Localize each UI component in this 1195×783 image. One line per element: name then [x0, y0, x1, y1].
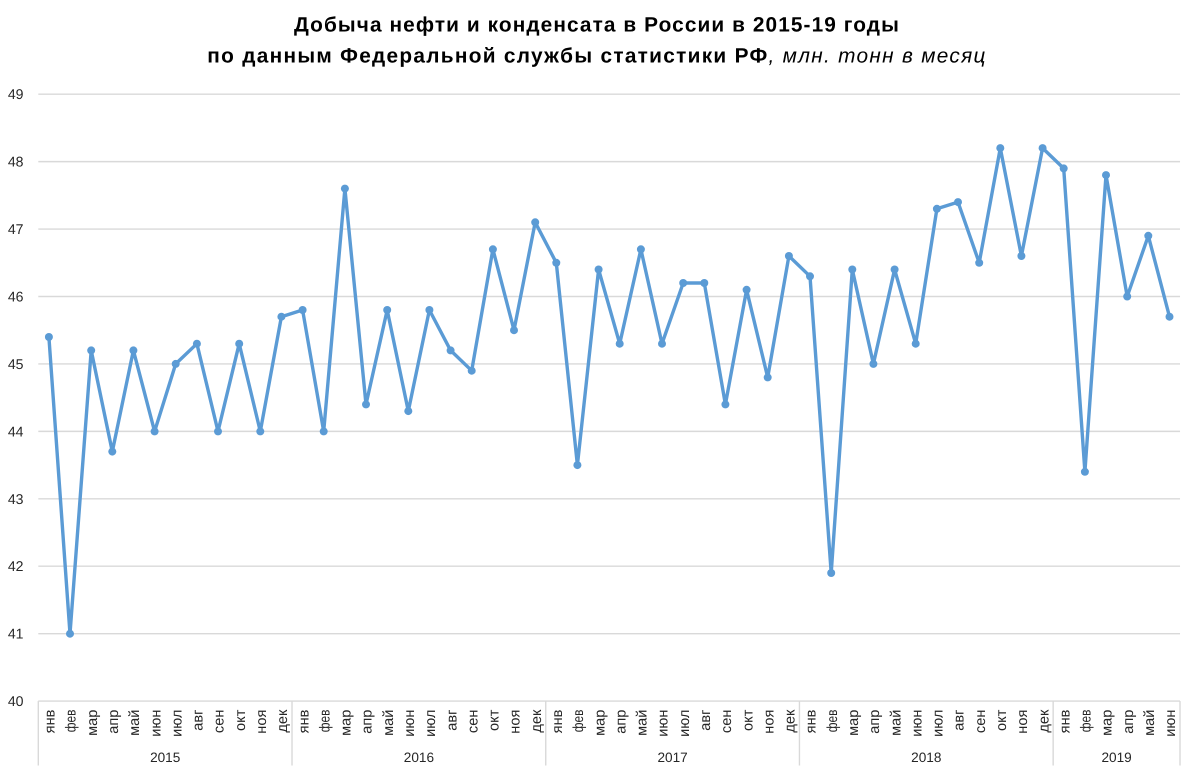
svg-text:июл: июл [931, 710, 947, 737]
svg-text:44: 44 [8, 423, 24, 439]
svg-text:апр: апр [360, 710, 376, 734]
svg-text:ноя: ноя [508, 710, 524, 734]
svg-text:июн: июн [909, 710, 925, 737]
svg-text:40: 40 [8, 693, 24, 709]
svg-text:фев: фев [571, 709, 587, 732]
svg-text:июн: июн [1163, 710, 1179, 737]
svg-text:апр: апр [867, 710, 883, 734]
svg-text:47: 47 [8, 221, 24, 237]
svg-text:авг: авг [952, 710, 968, 731]
svg-text:окт: окт [994, 709, 1010, 731]
svg-text:49: 49 [8, 86, 24, 102]
svg-text:мар: мар [339, 710, 355, 736]
svg-text:42: 42 [8, 558, 24, 574]
svg-text:сен: сен [465, 710, 481, 733]
svg-text:дек: дек [529, 709, 545, 733]
svg-text:июл: июл [169, 710, 185, 737]
svg-text:апр: апр [613, 710, 629, 734]
svg-text:сен: сен [973, 710, 989, 733]
svg-text:апр: апр [1121, 710, 1137, 734]
svg-text:янв: янв [550, 709, 566, 733]
svg-text:48: 48 [8, 154, 24, 170]
svg-text:фев: фев [825, 709, 841, 732]
svg-text:авг: авг [444, 710, 460, 731]
svg-text:май: май [888, 710, 904, 736]
svg-text:сен: сен [719, 710, 735, 733]
svg-text:сен: сен [212, 710, 228, 733]
svg-text:май: май [635, 710, 651, 736]
svg-text:фев: фев [64, 709, 80, 732]
svg-text:дек: дек [1036, 709, 1052, 733]
svg-text:июн: июн [148, 710, 164, 737]
svg-text:окт: окт [740, 709, 756, 731]
svg-text:мар: мар [1100, 710, 1116, 736]
svg-text:2018: 2018 [911, 750, 941, 765]
svg-text:июл: июл [423, 710, 439, 737]
svg-text:2017: 2017 [657, 750, 687, 765]
svg-text:янв: янв [296, 709, 312, 733]
svg-text:фев: фев [1079, 709, 1095, 732]
svg-text:янв: янв [804, 709, 820, 733]
svg-text:2016: 2016 [404, 750, 434, 765]
svg-text:2019: 2019 [1101, 750, 1131, 765]
svg-text:ноя: ноя [761, 710, 777, 734]
svg-text:июл: июл [677, 710, 693, 737]
svg-text:43: 43 [8, 491, 24, 507]
svg-text:май: май [127, 710, 143, 736]
svg-text:мар: мар [85, 710, 101, 736]
svg-text:ноя: ноя [254, 710, 270, 734]
svg-text:мар: мар [846, 710, 862, 736]
svg-text:Добыча нефти и конденсата в Ро: Добыча нефти и конденсата в России в 201… [294, 13, 900, 36]
svg-text:окт: окт [487, 709, 503, 731]
svg-text:2015: 2015 [150, 750, 180, 765]
svg-text:по данным Федеральной службы с: по данным Федеральной службы статистики … [207, 44, 986, 67]
svg-text:июн: июн [656, 710, 672, 737]
svg-text:авг: авг [698, 710, 714, 731]
svg-text:окт: окт [233, 709, 249, 731]
svg-text:авг: авг [191, 710, 207, 731]
svg-text:май: май [381, 710, 397, 736]
svg-text:янв: янв [1057, 709, 1073, 733]
svg-text:дек: дек [783, 709, 799, 733]
svg-text:дек: дек [275, 709, 291, 733]
svg-text:апр: апр [106, 710, 122, 734]
svg-text:41: 41 [8, 626, 24, 642]
svg-text:45: 45 [8, 356, 24, 372]
svg-text:янв: янв [43, 709, 59, 733]
svg-text:мар: мар [592, 710, 608, 736]
svg-text:май: май [1142, 710, 1158, 736]
svg-text:фев: фев [317, 709, 333, 732]
svg-text:ноя: ноя [1015, 710, 1031, 734]
svg-text:46: 46 [8, 289, 24, 305]
svg-text:июн: июн [402, 710, 418, 737]
